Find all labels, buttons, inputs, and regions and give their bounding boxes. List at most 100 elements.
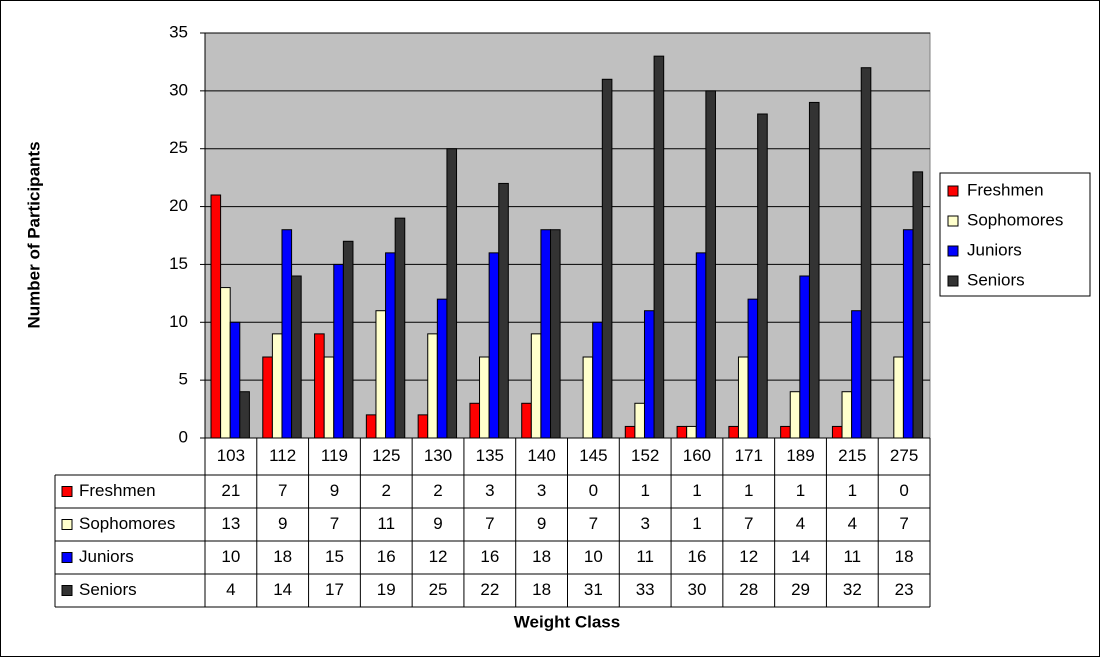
- bar: [728, 425, 739, 439]
- legend-key: [947, 275, 959, 287]
- bar: [342, 240, 354, 439]
- table-cell: 16: [480, 547, 499, 566]
- bar: [582, 356, 594, 439]
- table-cell: 7: [278, 481, 287, 500]
- y-tick-label: 15: [169, 254, 188, 273]
- table-cell: 18: [532, 580, 551, 599]
- table-cell: 7: [744, 514, 753, 533]
- bar: [469, 402, 481, 439]
- table-cell: 18: [895, 547, 914, 566]
- table-cell: 33: [636, 580, 655, 599]
- table-row-label: Juniors: [79, 547, 134, 566]
- bar: [634, 402, 645, 439]
- table-cell: 29: [791, 580, 810, 599]
- bar: [385, 252, 396, 439]
- bar: [851, 310, 862, 439]
- table-cell: 3: [640, 514, 649, 533]
- bar: [281, 229, 293, 439]
- x-tick-label: 171: [735, 446, 763, 465]
- table-cell: 3: [485, 481, 494, 500]
- y-axis-title: Number of Participants: [24, 141, 43, 328]
- y-tick-label: 20: [169, 196, 188, 215]
- table-cell: 21: [221, 481, 240, 500]
- table-cell: 2: [382, 481, 391, 500]
- x-tick-label: 160: [683, 446, 711, 465]
- table-cell: 0: [899, 481, 908, 500]
- legend-key: [947, 185, 959, 197]
- legend-label: Sophomores: [967, 210, 1063, 229]
- bar: [291, 275, 302, 439]
- table-cell: 30: [688, 580, 707, 599]
- bar: [427, 333, 438, 439]
- bar: [417, 414, 429, 439]
- table-cell: 9: [330, 481, 339, 500]
- legend-box: [939, 172, 1091, 297]
- table-cell: 10: [221, 547, 240, 566]
- bar: [210, 194, 222, 439]
- y-tick-label: 35: [169, 22, 188, 41]
- y-tick-label: 0: [179, 427, 188, 446]
- table-cell: 32: [843, 580, 862, 599]
- y-tick-label: 25: [169, 138, 188, 157]
- x-tick-label: 112: [269, 446, 296, 465]
- x-tick-label: 103: [217, 446, 245, 465]
- table-cell: 14: [791, 547, 810, 566]
- table-cell: 23: [895, 580, 914, 599]
- table-cell: 28: [739, 580, 758, 599]
- bar: [676, 425, 688, 439]
- bar: [789, 391, 801, 439]
- table-cell: 1: [692, 481, 701, 500]
- table-cell: 31: [584, 580, 603, 599]
- table-cell: 4: [848, 514, 857, 533]
- table-cell: 16: [688, 547, 707, 566]
- bar: [262, 356, 273, 439]
- table-cell: 2: [433, 481, 442, 500]
- x-tick-label: 152: [631, 446, 659, 465]
- table-cell: 16: [377, 547, 396, 566]
- bar: [601, 78, 613, 439]
- table-cell: 9: [537, 514, 546, 533]
- bar: [808, 101, 820, 439]
- table-cell: 7: [899, 514, 908, 533]
- bar: [799, 275, 810, 439]
- x-tick-label: 145: [579, 446, 607, 465]
- table-cell: 7: [330, 514, 339, 533]
- bar: [365, 414, 377, 439]
- table-legend-key: [61, 486, 73, 497]
- table-cell: 11: [377, 514, 395, 533]
- table-cell: 14: [273, 580, 292, 599]
- x-tick-label: 125: [372, 446, 400, 465]
- table-cell: 19: [377, 580, 396, 599]
- table-legend-key: [61, 519, 73, 530]
- table-cell: 4: [226, 580, 235, 599]
- bar: [479, 356, 490, 439]
- bar: [521, 402, 532, 439]
- bar: [436, 298, 448, 439]
- table-cell: 9: [433, 514, 442, 533]
- table-cell: 13: [221, 514, 240, 533]
- bar: [860, 67, 872, 439]
- table-cell: 12: [739, 547, 758, 566]
- bar: [831, 425, 843, 439]
- x-tick-label: 135: [476, 446, 504, 465]
- legend-label: Seniors: [967, 270, 1025, 289]
- bar: [530, 333, 542, 439]
- table-cell: 22: [480, 580, 499, 599]
- table-cell: 11: [636, 547, 654, 566]
- bar: [239, 391, 250, 439]
- table-cell: 1: [848, 481, 857, 500]
- table-cell: 25: [429, 580, 448, 599]
- legend-key: [947, 215, 959, 227]
- legend-key: [947, 245, 959, 257]
- table-cell: 10: [584, 547, 603, 566]
- x-tick-label: 215: [838, 446, 866, 465]
- bar: [912, 171, 924, 439]
- table-cell: 1: [640, 481, 649, 500]
- plot-area: [204, 32, 931, 439]
- bar: [705, 90, 716, 439]
- bar: [902, 229, 914, 439]
- bar: [540, 229, 552, 439]
- bar: [271, 333, 283, 439]
- bar: [643, 310, 655, 439]
